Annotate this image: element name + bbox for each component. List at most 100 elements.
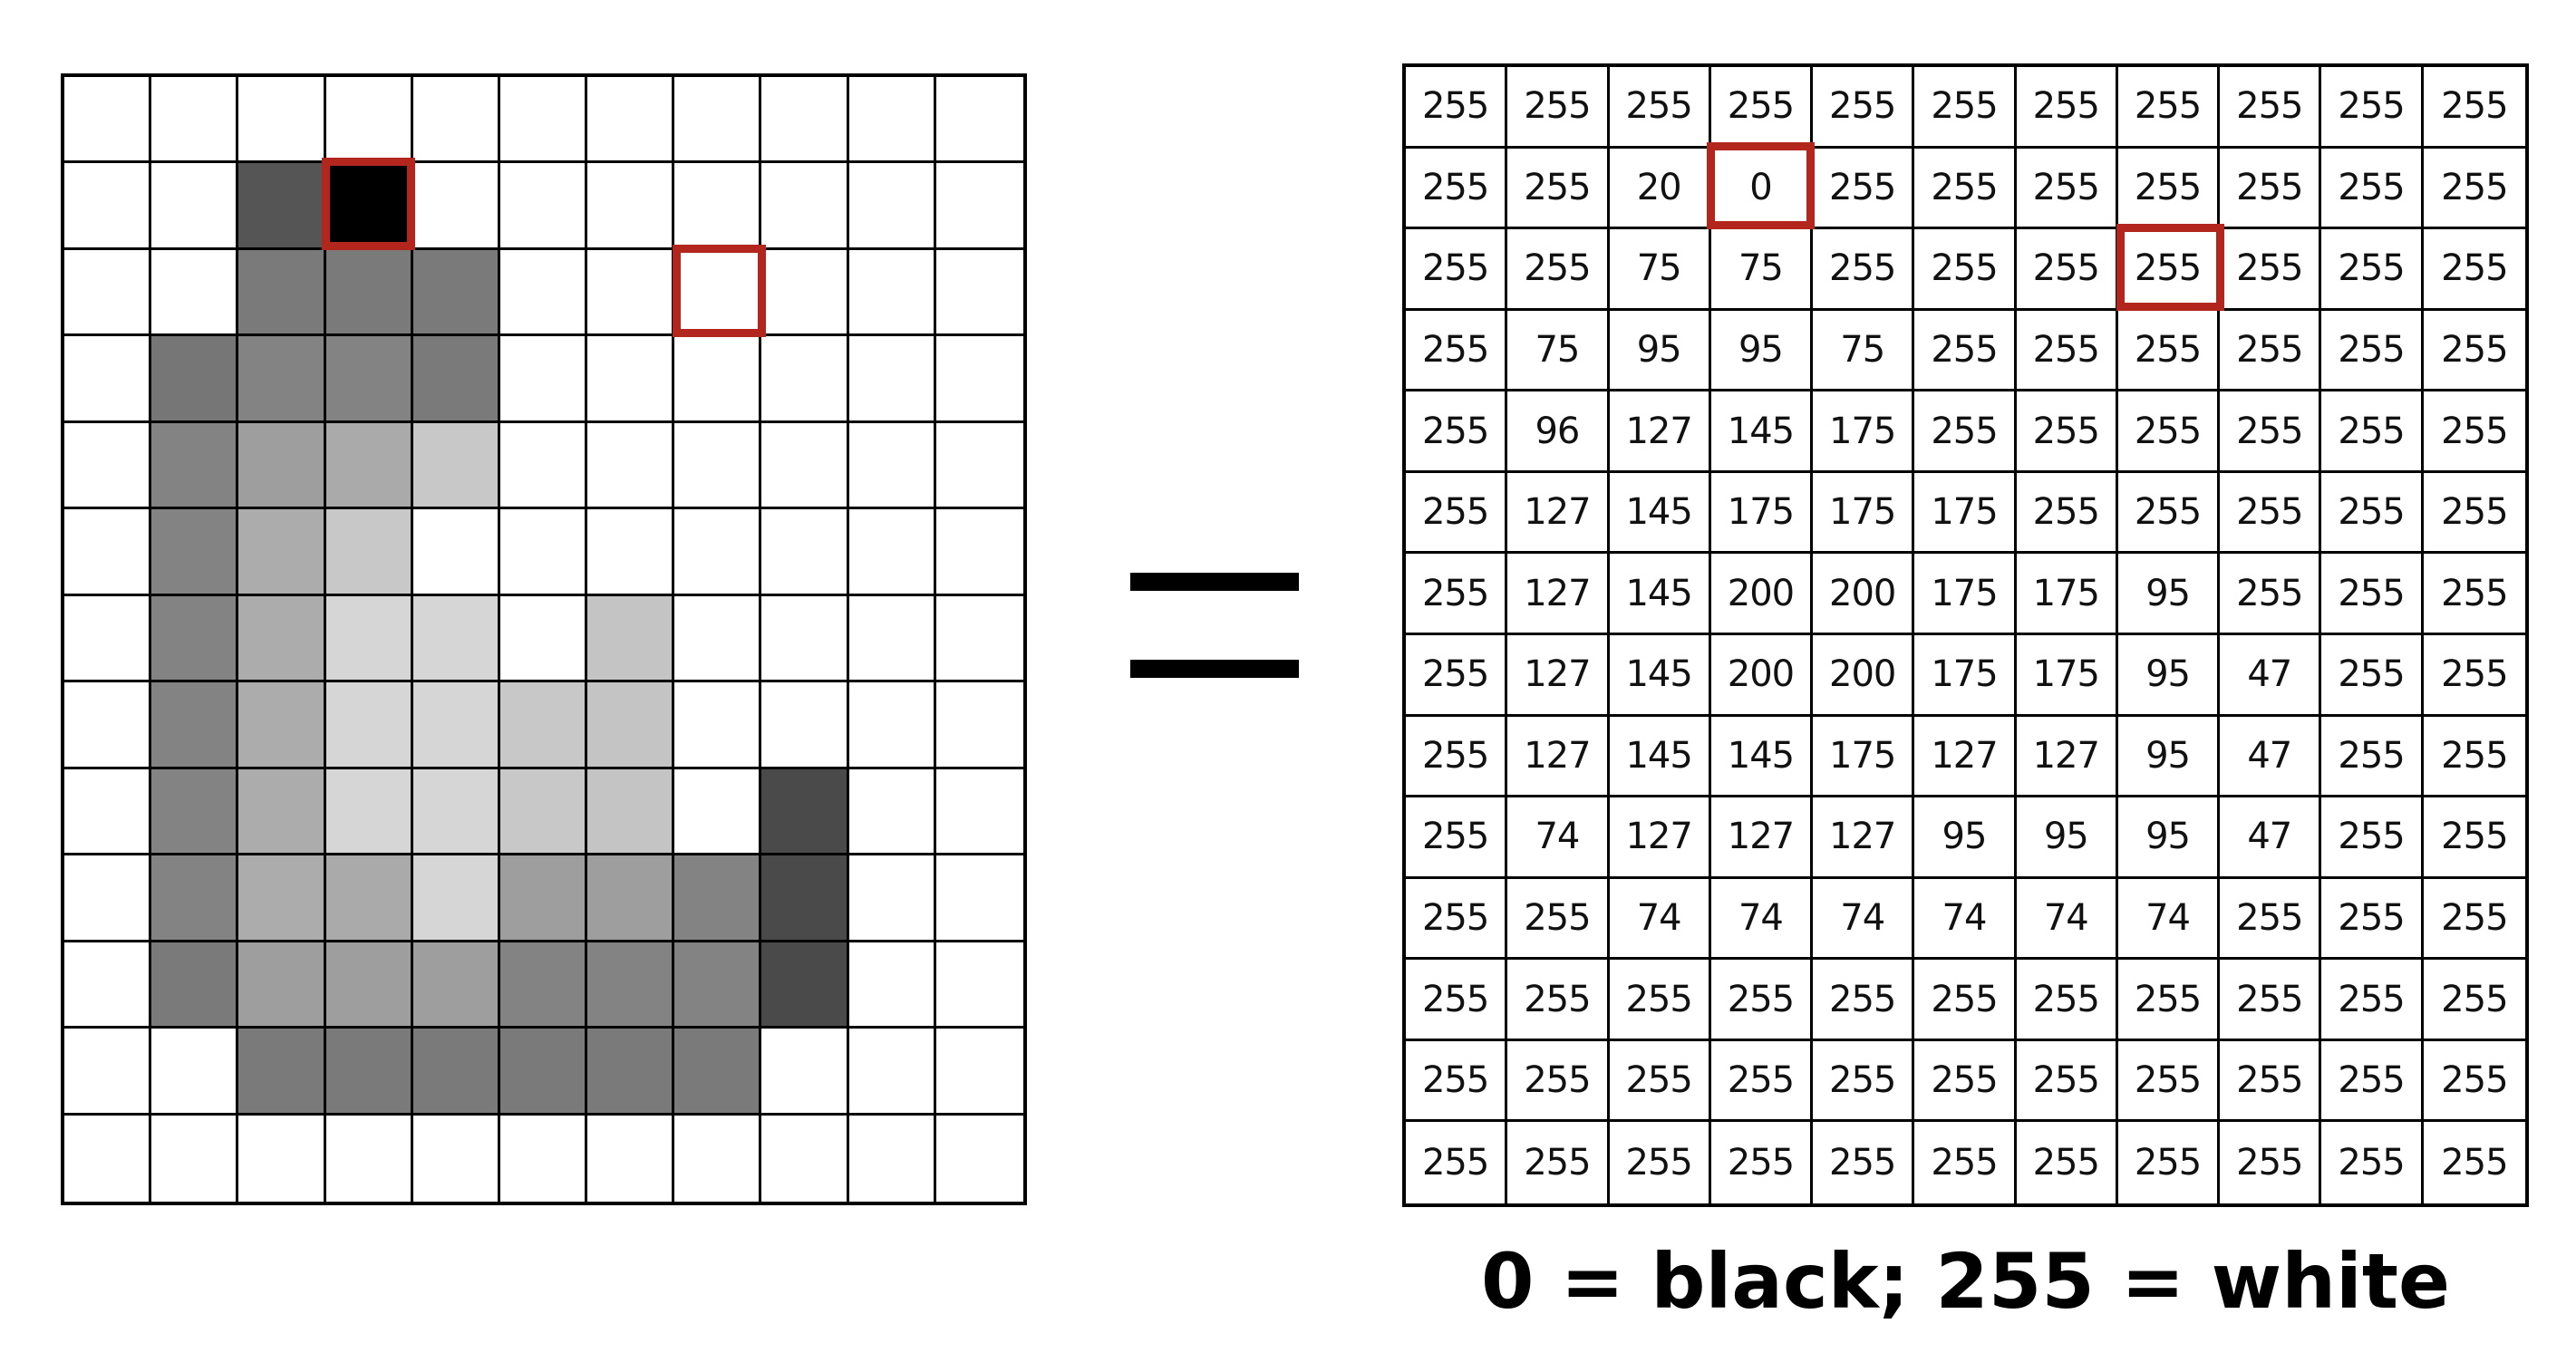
pixel-cell <box>499 768 588 856</box>
pixel-cell <box>587 77 675 164</box>
value-cell: 255 <box>2016 229 2118 311</box>
value-cell: 175 <box>2016 634 2118 717</box>
pixel-cell <box>238 595 326 683</box>
pixel-cell <box>325 422 413 510</box>
pixel-cell <box>412 163 500 250</box>
pixel-cell <box>151 422 239 510</box>
value-cell: 127 <box>1813 797 1915 879</box>
value-cell: 74 <box>1914 878 2017 961</box>
value-cell: 95 <box>1609 310 1711 392</box>
value-cell: 127 <box>1710 797 1814 879</box>
value-cell: 255 <box>2016 472 2118 555</box>
value-cell: 255 <box>1406 797 1508 879</box>
pixel-cell <box>325 682 413 769</box>
value-cell: 74 <box>1710 878 1814 961</box>
pixel-cell <box>499 1029 588 1116</box>
value-cell: 200 <box>1710 554 1814 635</box>
pixel-cell <box>325 1115 413 1202</box>
pixel-cell <box>151 595 239 683</box>
value-cell: 255 <box>1406 716 1508 798</box>
pixel-cell <box>587 336 675 423</box>
pixel-cell <box>499 509 588 596</box>
value-cell: 95 <box>2117 797 2221 879</box>
pixel-cell <box>64 422 152 510</box>
pixel-cell <box>151 768 239 856</box>
value-cell: 255 <box>2321 310 2424 392</box>
value-cell: 255 <box>2321 878 2424 961</box>
value-cell: 255 <box>2423 311 2525 392</box>
pixel-cell <box>674 422 762 510</box>
equals-bar-top <box>1130 573 1299 591</box>
pixel-cell <box>64 768 152 856</box>
value-cell: 255 <box>2016 310 2118 392</box>
value-cell: 175 <box>1914 554 2017 635</box>
pixel-cell <box>761 942 849 1029</box>
pixel-cell <box>587 942 675 1029</box>
pixel-cell <box>587 163 675 250</box>
pixel-cell <box>674 595 762 683</box>
value-cell: 255 <box>1610 1122 1711 1203</box>
pixel-cell <box>848 1029 936 1116</box>
value-cell: 255 <box>2220 310 2322 392</box>
value-cell: 255 <box>1609 67 1711 149</box>
value-cell: 75 <box>1710 229 1814 311</box>
pixel-cell <box>935 163 1023 250</box>
pixel-cell <box>587 422 675 510</box>
value-cell: 255 <box>1507 229 1610 311</box>
value-cell: 255 <box>1710 67 1814 149</box>
pixel-cell <box>935 77 1023 164</box>
value-cell: 95 <box>2117 716 2221 798</box>
pixel-cell <box>848 336 936 423</box>
pixel-cell <box>499 595 588 683</box>
pixel-cell <box>151 1029 239 1116</box>
value-cell: 145 <box>1609 472 1711 555</box>
pixel-cell <box>238 77 326 164</box>
value-cell: 255 <box>1406 960 1508 1041</box>
value-cell: 255 <box>2321 960 2424 1041</box>
value-cell: 255 <box>2321 148 2424 230</box>
value-cell: 255 <box>1406 878 1508 961</box>
value-cell: 255 <box>1914 310 2017 392</box>
value-cell: 255 <box>1406 391 1508 473</box>
value-cell: 255 <box>2016 960 2118 1041</box>
value-cell: 255 <box>2423 1041 2525 1123</box>
pixel-cell <box>761 422 849 510</box>
pixel-cell <box>674 163 762 250</box>
value-cell: 255 <box>1406 229 1508 311</box>
pixel-cell <box>935 509 1023 596</box>
pixel-cell <box>412 1115 500 1202</box>
pixel-cell <box>674 855 762 942</box>
value-cell: 255 <box>2220 1040 2322 1123</box>
pixel-cell <box>412 249 500 337</box>
pixel-cell <box>151 942 239 1029</box>
pixel-cell <box>587 768 675 856</box>
value-cell: 255 <box>1406 310 1508 392</box>
value-cell: 255 <box>2423 635 2525 717</box>
value-cell: 255 <box>2220 1122 2322 1203</box>
value-cell: 255 <box>2220 391 2322 473</box>
pixel-cell <box>412 1029 500 1116</box>
pixel-cell <box>325 595 413 683</box>
value-cell: 255 <box>2016 391 2118 473</box>
value-cell: 200 <box>1813 634 1915 717</box>
pixel-cell <box>674 77 762 164</box>
value-cell: 255 <box>1914 1040 2017 1123</box>
value-cell: 255 <box>2423 149 2525 230</box>
pixel-cell <box>848 595 936 683</box>
value-cell: 255 <box>1711 1122 1814 1203</box>
pixel-cell <box>412 509 500 596</box>
pixel-cell <box>64 1115 152 1202</box>
value-cell: 145 <box>1710 391 1814 473</box>
pixel-cell <box>499 249 588 337</box>
pixel-cell <box>761 1115 849 1202</box>
value-cell: 255 <box>1914 229 2017 311</box>
pixel-cell <box>935 1029 1023 1116</box>
pixel-cell <box>848 163 936 250</box>
value-cell: 255 <box>2321 797 2424 879</box>
pixel-cell <box>935 855 1023 942</box>
pixel-cell <box>325 768 413 856</box>
pixel-cell <box>151 336 239 423</box>
value-cell: 47 <box>2220 797 2322 879</box>
value-cell: 255 <box>2321 472 2424 555</box>
pixel-cell <box>151 682 239 769</box>
